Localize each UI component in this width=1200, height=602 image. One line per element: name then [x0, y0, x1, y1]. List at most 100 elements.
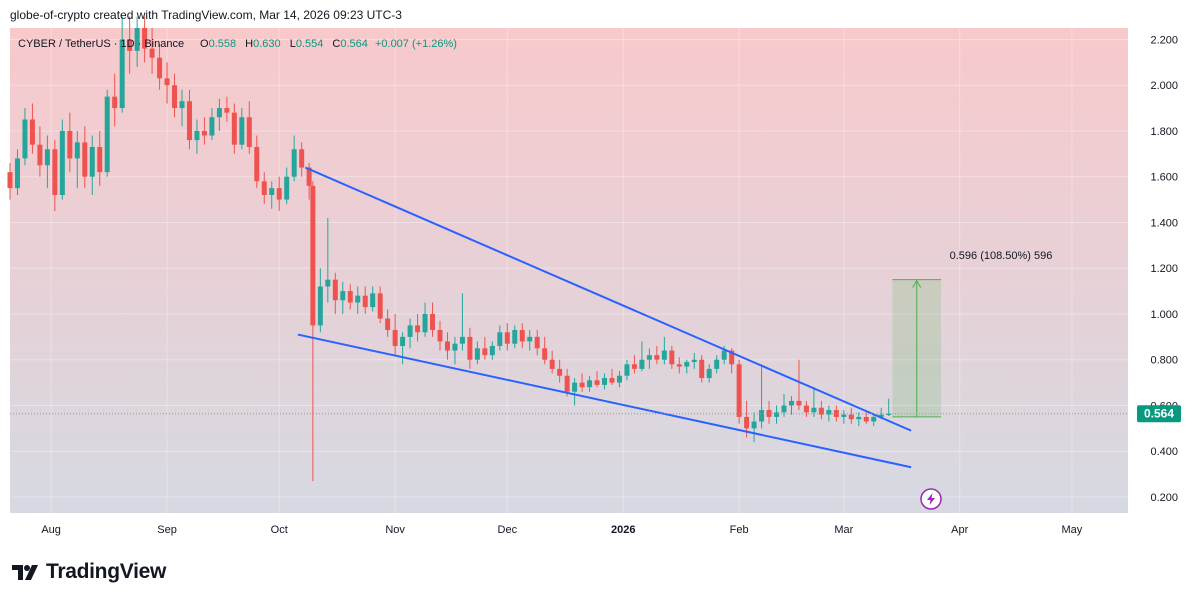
x-axis: Aug Sep Oct Nov Dec 2026 Feb Mar Apr May	[41, 524, 1082, 536]
candle-body	[355, 295, 361, 303]
candle-body	[194, 130, 200, 141]
candle-body	[340, 291, 346, 301]
candle-body	[82, 142, 88, 177]
candle-body	[459, 336, 465, 344]
projection-box[interactable]	[892, 279, 942, 418]
y-tick-label: 1.400	[1150, 217, 1178, 229]
candle-body	[306, 167, 312, 186]
candle	[699, 355, 705, 383]
candle-body	[104, 96, 110, 173]
legend-change: +0.007 (+1.26%)	[375, 38, 457, 50]
candle-body	[325, 279, 331, 287]
candle	[549, 350, 555, 374]
candle-body	[407, 325, 413, 337]
candle-body	[489, 345, 495, 356]
candle	[452, 336, 458, 365]
candle	[631, 355, 637, 374]
candle	[534, 329, 540, 356]
candle-body	[549, 359, 555, 369]
candle-body	[841, 414, 847, 417]
candle	[803, 400, 809, 417]
last-price-label: 0.564	[1144, 407, 1174, 421]
attribution-text: globe-of-crypto created with TradingView…	[10, 8, 402, 22]
candle-body	[254, 146, 260, 182]
candle-body	[751, 421, 757, 429]
legend-o-label: O	[200, 38, 209, 50]
candle	[7, 162, 13, 200]
candle	[639, 341, 645, 372]
candle	[246, 101, 252, 154]
candle-body	[216, 108, 222, 118]
y-tick-label: 0.400	[1150, 446, 1178, 458]
candle-body	[284, 176, 290, 200]
candle-body	[871, 416, 877, 422]
candle	[310, 181, 316, 481]
candle	[818, 400, 824, 420]
candle-body	[706, 368, 712, 379]
candle-body	[22, 119, 28, 159]
candle	[224, 96, 230, 122]
candle	[179, 89, 185, 127]
legend-c-value: 0.564	[340, 38, 368, 50]
candle	[497, 325, 503, 351]
y-tick-label: 2.200	[1150, 34, 1178, 46]
candle-body	[803, 405, 809, 413]
candle-body	[29, 119, 35, 145]
candle-body	[856, 416, 862, 420]
candle	[437, 320, 443, 351]
candle-body	[482, 348, 488, 356]
candle	[474, 341, 480, 365]
candle-body	[422, 313, 428, 333]
brand-logo[interactable]: TradingView	[10, 560, 166, 584]
candle	[22, 108, 28, 166]
legend-l-label: L	[290, 38, 296, 50]
candle-body	[37, 144, 43, 166]
candle-body	[97, 146, 103, 173]
candle-body	[676, 364, 682, 367]
candle	[684, 359, 690, 374]
candle	[299, 142, 305, 177]
candle-body	[14, 158, 20, 189]
candle-body	[474, 348, 480, 360]
price-axis-background[interactable]	[1128, 28, 1190, 513]
candle	[691, 352, 697, 369]
candle-body	[699, 359, 705, 379]
candle-body	[149, 48, 155, 58]
trendlines[interactable]	[297, 166, 912, 469]
candle-body	[179, 101, 185, 109]
candle-body	[512, 329, 518, 344]
candle-body	[863, 416, 869, 422]
lightning-icon[interactable]	[920, 488, 942, 510]
lower-trendline[interactable]	[297, 333, 912, 469]
candle-body	[609, 378, 615, 383]
candle-body	[276, 188, 282, 200]
candle	[89, 135, 95, 196]
measure-label: 0.596 (108.50%) 596	[950, 250, 1053, 262]
candle	[340, 281, 346, 314]
candle-body	[74, 142, 80, 159]
candle	[97, 130, 103, 186]
upper-trendline[interactable]	[304, 166, 912, 432]
candle-body	[654, 355, 660, 360]
candle-body	[744, 416, 750, 429]
candle-body	[52, 149, 58, 196]
candle	[833, 405, 839, 422]
candle	[609, 368, 615, 385]
plot-background	[10, 28, 1128, 513]
y-axis: 2.200 2.000 1.800 1.600 1.400 1.200 1.000 0.800…	[1150, 34, 1178, 504]
candle-body	[362, 295, 368, 308]
candle-body	[631, 364, 637, 369]
candle-body	[310, 185, 316, 326]
candle-body	[833, 410, 839, 417]
candle	[134, 16, 140, 67]
candle	[430, 302, 436, 337]
x-tick-label: Nov	[385, 524, 405, 536]
y-tick-label: 0.200	[1150, 492, 1178, 504]
candle-body	[157, 57, 163, 79]
candle-body	[291, 149, 297, 177]
candle-body	[826, 410, 832, 415]
candle	[519, 323, 525, 349]
candle	[444, 332, 450, 360]
y-tick-label: 2.000	[1150, 80, 1178, 92]
